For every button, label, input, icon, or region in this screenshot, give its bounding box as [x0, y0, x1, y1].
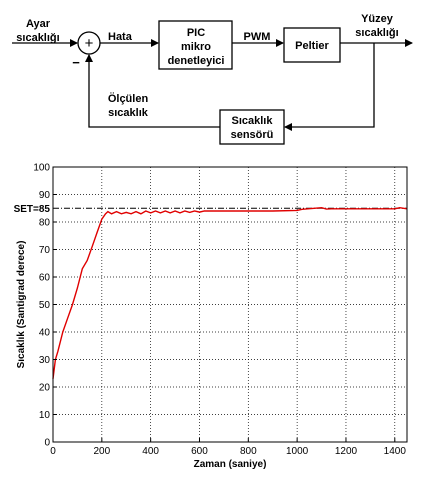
measured-feedback-arrow — [85, 54, 220, 128]
series-line — [52, 206, 408, 379]
temperature-chart: 0 200 400 600 800 1000 1200 1400 0 10 20 30 40 50 60 70… — [14, 163, 408, 470]
x-tick-label: 1400 — [384, 446, 407, 457]
sensor-label-line2: sensörü — [231, 129, 274, 141]
error-label: Hata — [108, 31, 133, 43]
controller-label-line3: denetleyici — [168, 55, 225, 67]
controller-label-line2: mikro — [181, 41, 211, 53]
pwm-label: PWM — [244, 31, 271, 43]
x-tick-label: 0 — [50, 446, 56, 457]
feedback-label-line1: Ölçülen — [108, 92, 149, 105]
y-tick-label: 60 — [39, 273, 51, 284]
x-tick-label: 1200 — [335, 446, 358, 457]
sensor-block — [219, 109, 285, 145]
sensor-label-line1: Sıcaklık — [232, 115, 274, 127]
x-tick-label: 400 — [142, 446, 159, 457]
x-tick-label: 800 — [240, 446, 257, 457]
y-tick-label: 100 — [33, 163, 50, 174]
input-label-line2: sıcaklığı — [16, 32, 59, 44]
feedback-path — [284, 43, 375, 131]
sum-minus-sign: − — [72, 55, 80, 70]
x-tick-label: 600 — [191, 446, 208, 457]
output-label-line1: Yüzey — [361, 13, 394, 25]
output-label-line2: sıcaklığı — [355, 27, 398, 39]
peltier-label: Peltier — [295, 40, 329, 52]
peltier-block — [283, 27, 341, 63]
sum-plus-sign: + — [85, 35, 94, 52]
y-tick-label: 40 — [39, 328, 51, 339]
x-tick-label: 200 — [93, 446, 110, 457]
y-tick-label: 0 — [44, 438, 50, 449]
axis-ticks: 0 200 400 600 800 1000 1200 1400 0 10 20 30 40 50 60 70… — [33, 163, 406, 458]
y-tick-label: 90 — [39, 190, 51, 201]
y-tick-label: 10 — [39, 410, 51, 421]
setpoint-label: SET=85 — [14, 204, 51, 215]
y-tick-label: 20 — [39, 383, 51, 394]
block-diagram: Ayar sıcaklığı + − Hata PIC mikro denetl… — [12, 13, 413, 145]
input-label-line1: Ayar — [26, 18, 51, 30]
y-tick-label: 70 — [39, 245, 51, 256]
y-tick-label: 80 — [39, 218, 51, 229]
feedback-label-line2: sıcaklık — [108, 107, 149, 119]
x-tick-label: 1000 — [286, 446, 309, 457]
grid — [53, 167, 407, 442]
y-tick-label: 50 — [39, 300, 51, 311]
x-axis-label: Zaman (saniye) — [194, 459, 267, 470]
y-axis-label: Sıcaklık (Santigrad derece) — [16, 241, 27, 369]
y-tick-label: 30 — [39, 355, 51, 366]
controller-block — [158, 20, 233, 70]
controller-label-line1: PIC — [187, 27, 205, 39]
